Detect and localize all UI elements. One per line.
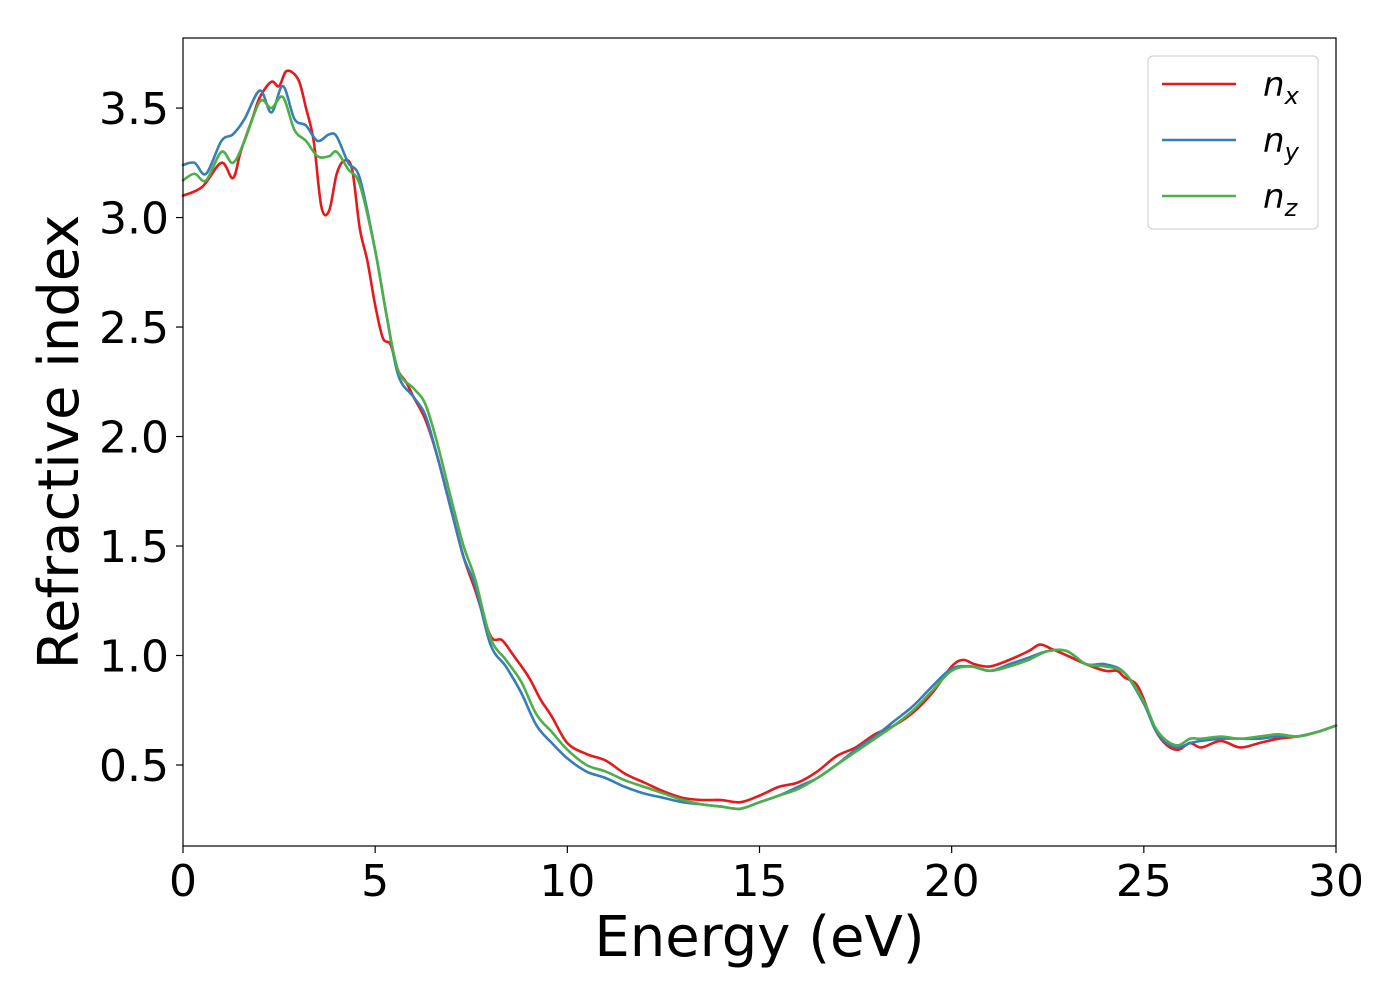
y-tick-label: 3.0 — [99, 194, 169, 245]
y-tick-label: 0.5 — [99, 741, 169, 792]
y-axis-title: Refractive index — [27, 215, 92, 670]
series-line-nx — [181, 69, 1338, 804]
y-tick-label: 2.5 — [99, 303, 169, 354]
legend-label-nz: nz — [1263, 177, 1299, 222]
x-tick-label: 5 — [361, 856, 389, 907]
series-line-nz — [181, 95, 1338, 811]
x-tick-label: 10 — [539, 856, 595, 907]
x-tick-label: 0 — [169, 856, 197, 907]
x-axis-title: Energy (eV) — [594, 905, 924, 970]
x-tick-label: 25 — [1116, 856, 1172, 907]
y-axis-ticks: 0.5 1.0 1.5 2.0 2.5 3.0 3.5 — [99, 84, 183, 792]
series-layer — [181, 69, 1338, 811]
y-tick-label: 3.5 — [99, 84, 169, 135]
x-axis-ticks: 0 5 10 15 20 25 30 — [169, 846, 1364, 907]
legend-frame — [1147, 55, 1319, 230]
y-tick-label: 1.0 — [99, 631, 169, 682]
y-tick-label: 2.0 — [99, 413, 169, 464]
x-tick-label: 20 — [924, 856, 980, 907]
x-tick-label: 30 — [1308, 856, 1364, 907]
y-tick-label: 1.5 — [99, 522, 169, 573]
x-tick-label: 15 — [732, 856, 788, 907]
